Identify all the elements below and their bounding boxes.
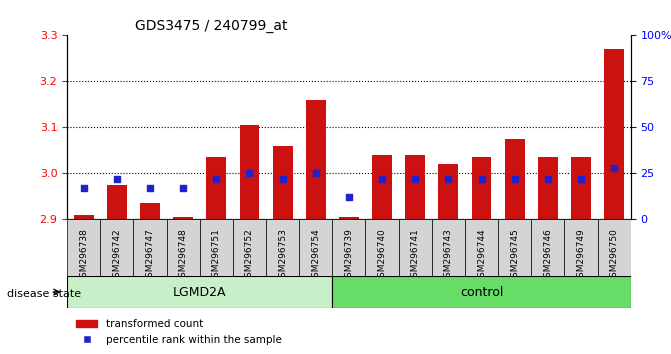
Point: [79, 185, 89, 191]
Bar: [173, 217, 193, 219]
Bar: [339, 217, 359, 219]
Text: GSM296748: GSM296748: [178, 228, 188, 283]
FancyBboxPatch shape: [332, 219, 366, 276]
Bar: [438, 164, 458, 219]
Text: GSM296747: GSM296747: [146, 228, 154, 283]
FancyBboxPatch shape: [366, 219, 399, 276]
Bar: [140, 203, 160, 219]
Point: [476, 176, 487, 182]
FancyBboxPatch shape: [166, 219, 200, 276]
Text: GSM296743: GSM296743: [444, 228, 453, 283]
Point: [443, 176, 454, 182]
Text: control: control: [460, 286, 503, 298]
Text: GSM296754: GSM296754: [311, 228, 320, 283]
Bar: [74, 215, 94, 219]
Bar: [272, 146, 293, 219]
Text: GSM296739: GSM296739: [344, 228, 354, 283]
Bar: [571, 157, 591, 219]
Bar: [405, 155, 425, 219]
FancyBboxPatch shape: [564, 219, 598, 276]
FancyBboxPatch shape: [67, 276, 332, 308]
FancyBboxPatch shape: [200, 219, 233, 276]
Bar: [472, 157, 491, 219]
FancyBboxPatch shape: [67, 219, 100, 276]
FancyBboxPatch shape: [465, 219, 498, 276]
Point: [311, 171, 321, 176]
Point: [410, 176, 421, 182]
Text: LGMD2A: LGMD2A: [173, 286, 227, 298]
Text: GSM296745: GSM296745: [510, 228, 519, 283]
FancyBboxPatch shape: [498, 219, 531, 276]
Point: [211, 176, 221, 182]
Text: GSM296749: GSM296749: [576, 228, 586, 283]
Point: [509, 176, 520, 182]
Point: [145, 185, 156, 191]
Bar: [306, 100, 325, 219]
Text: GSM296742: GSM296742: [112, 228, 121, 282]
FancyBboxPatch shape: [332, 276, 631, 308]
Text: GSM296738: GSM296738: [79, 228, 88, 283]
FancyBboxPatch shape: [266, 219, 299, 276]
Bar: [372, 155, 392, 219]
Text: GDS3475 / 240799_at: GDS3475 / 240799_at: [135, 19, 287, 33]
FancyBboxPatch shape: [100, 219, 134, 276]
Text: GSM296752: GSM296752: [245, 228, 254, 283]
Point: [344, 195, 354, 200]
FancyBboxPatch shape: [531, 219, 564, 276]
Text: GSM296740: GSM296740: [378, 228, 386, 283]
Bar: [538, 157, 558, 219]
Text: GSM296750: GSM296750: [610, 228, 619, 283]
Text: GSM296744: GSM296744: [477, 228, 486, 282]
Bar: [207, 157, 226, 219]
Text: disease state: disease state: [7, 289, 81, 299]
Bar: [505, 139, 525, 219]
Text: GSM296741: GSM296741: [411, 228, 420, 283]
Point: [576, 176, 586, 182]
Point: [244, 171, 255, 176]
Bar: [107, 185, 127, 219]
Bar: [240, 125, 260, 219]
Point: [376, 176, 387, 182]
FancyBboxPatch shape: [299, 219, 332, 276]
Point: [609, 165, 619, 171]
Legend: transformed count, percentile rank within the sample: transformed count, percentile rank withi…: [72, 315, 286, 349]
FancyBboxPatch shape: [432, 219, 465, 276]
Text: GSM296753: GSM296753: [278, 228, 287, 283]
Point: [277, 176, 288, 182]
Text: GSM296751: GSM296751: [212, 228, 221, 283]
FancyBboxPatch shape: [233, 219, 266, 276]
Point: [178, 185, 189, 191]
Point: [111, 176, 122, 182]
Text: GSM296746: GSM296746: [544, 228, 552, 283]
FancyBboxPatch shape: [134, 219, 166, 276]
FancyBboxPatch shape: [598, 219, 631, 276]
Point: [542, 176, 553, 182]
Bar: [604, 49, 624, 219]
FancyBboxPatch shape: [399, 219, 432, 276]
